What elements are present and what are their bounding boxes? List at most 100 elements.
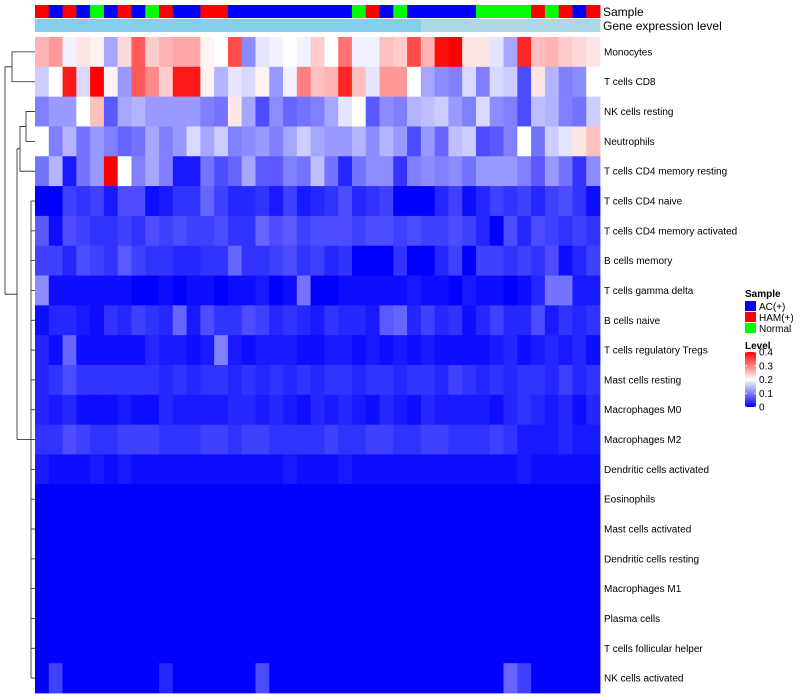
heatmap-cell — [586, 573, 601, 604]
heatmap-cell — [310, 96, 325, 127]
heatmap-cell — [214, 186, 229, 217]
heatmap-cell — [420, 543, 436, 575]
heatmap-cell — [269, 335, 284, 366]
heatmap-cell — [35, 245, 50, 276]
gene-expression-level-cell — [310, 19, 325, 32]
heatmap-cell — [517, 454, 532, 485]
heatmap-cell — [172, 454, 187, 485]
heatmap-cell — [531, 663, 546, 694]
heatmap-cell — [503, 305, 518, 336]
heatmap-cell — [186, 424, 201, 455]
heatmap-cell — [558, 394, 573, 426]
heatmap-cell — [172, 394, 187, 426]
heatmap-cell — [283, 126, 298, 157]
row-label: NK cells activated — [604, 674, 683, 685]
heatmap-cell — [90, 156, 105, 187]
heatmap-cell — [489, 663, 504, 694]
heatmap-cell — [159, 663, 174, 694]
heatmap-cell — [310, 484, 325, 515]
heatmap-cell — [448, 424, 463, 455]
row-label: Monocytes — [604, 47, 652, 58]
heatmap-cell — [269, 66, 284, 98]
gene-expression-level-cell — [145, 19, 160, 32]
heatmap-cell — [448, 126, 463, 157]
heatmap-cell — [351, 37, 367, 68]
heatmap-cell — [531, 126, 546, 157]
heatmap-cell — [103, 454, 119, 485]
heatmap-cell — [324, 424, 339, 455]
heatmap-cell — [324, 663, 339, 694]
heatmap-cell — [131, 245, 146, 276]
heatmap-cell — [90, 215, 105, 247]
heatmap-cell — [379, 305, 394, 336]
heatmap-cell — [241, 424, 256, 455]
heatmap-cell — [269, 186, 284, 217]
heatmap-cell — [159, 484, 174, 515]
gene-expression-level-cell — [103, 19, 119, 32]
heatmap-cell — [103, 424, 119, 455]
heatmap-cell — [117, 543, 132, 575]
heatmap-cell — [145, 66, 160, 98]
sample-cell — [76, 5, 91, 18]
heatmap-cell — [517, 215, 532, 247]
heatmap-cell — [324, 156, 339, 187]
heatmap-cell — [159, 66, 174, 98]
heatmap-cell — [76, 603, 91, 634]
heatmap-cell — [586, 514, 601, 545]
heatmap-cell — [420, 156, 436, 187]
heatmap-cell — [159, 514, 174, 545]
heatmap-cell — [103, 215, 119, 247]
heatmap-cell — [214, 454, 229, 485]
heatmap-cell — [393, 573, 408, 604]
heatmap-cell — [186, 66, 201, 98]
heatmap-cell — [351, 66, 367, 98]
heatmap-cell — [407, 484, 422, 515]
heatmap-cell — [35, 543, 50, 575]
heatmap-cell — [214, 275, 229, 306]
heatmap-cell — [227, 275, 243, 306]
heatmap-cell — [379, 603, 394, 634]
heatmap-cell — [407, 424, 422, 455]
heatmap-cell — [62, 633, 77, 664]
heatmap-cell — [200, 543, 215, 575]
heatmap-cell — [269, 663, 284, 694]
heatmap-cell — [420, 514, 436, 545]
heatmap-cell — [131, 543, 146, 575]
heatmap-cell — [48, 543, 63, 575]
heatmap-cell — [103, 66, 119, 98]
heatmap-cell — [503, 215, 518, 247]
heatmap-cell — [434, 245, 449, 276]
heatmap-cell — [420, 663, 436, 694]
heatmap-cell — [393, 66, 408, 98]
heatmap-cell — [434, 663, 449, 694]
heatmap-cell — [489, 37, 504, 68]
heatmap-cell — [462, 603, 477, 634]
heatmap-cell — [62, 543, 77, 575]
heatmap-cell — [186, 484, 201, 515]
heatmap-cell — [365, 424, 380, 455]
heatmap-cell — [241, 454, 256, 485]
heatmap-cell — [76, 424, 91, 455]
heatmap-cell — [572, 484, 587, 515]
heatmap-cell — [572, 454, 587, 485]
heatmap-cell — [448, 573, 463, 604]
gene-expression-level-cell — [90, 19, 105, 32]
sample-cell — [351, 5, 367, 18]
gene-expression-level-cell — [379, 19, 394, 32]
heatmap-cell — [338, 37, 353, 68]
heatmap-cell — [475, 424, 491, 455]
heatmap-cell — [117, 37, 132, 68]
heatmap-cell — [131, 633, 146, 664]
heatmap-cell — [434, 186, 449, 217]
row-labels: Monocytes T cells CD8 NK cells resting Neut… — [604, 47, 737, 684]
heatmap-cell — [586, 365, 601, 396]
heatmap-cell — [503, 394, 518, 426]
heatmap-cell — [269, 543, 284, 575]
heatmap-cell — [365, 365, 380, 396]
sample-cell — [586, 5, 601, 18]
heatmap-cell — [462, 96, 477, 127]
heatmap-cell — [324, 186, 339, 217]
heatmap-cell — [531, 454, 546, 485]
heatmap-cell — [338, 484, 353, 515]
heatmap-cell — [241, 543, 256, 575]
